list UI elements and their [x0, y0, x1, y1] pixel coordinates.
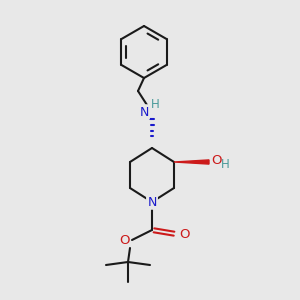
Text: N: N	[147, 196, 157, 208]
Text: N: N	[139, 106, 149, 118]
Text: O: O	[179, 227, 189, 241]
Text: O: O	[211, 154, 221, 167]
Polygon shape	[174, 160, 209, 164]
Text: H: H	[151, 98, 159, 110]
Text: H: H	[220, 158, 230, 170]
Text: O: O	[119, 235, 129, 248]
